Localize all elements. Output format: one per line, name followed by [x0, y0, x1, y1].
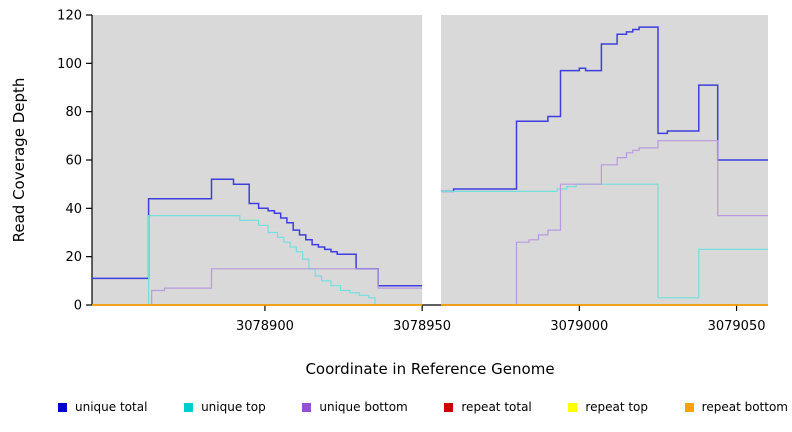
- x-tick-label: 3078900: [236, 319, 294, 334]
- series-unique-bottom: [92, 268, 423, 306]
- legend-item-unique-total: unique total: [58, 400, 147, 414]
- legend-item-repeat-total: repeat total: [444, 400, 532, 414]
- y-tick-label: 20: [65, 250, 82, 265]
- legend-label: repeat total: [461, 400, 532, 414]
- y-tick-label: 80: [65, 105, 82, 120]
- legend-item-unique-top: unique top: [184, 400, 266, 414]
- legend-swatch-icon: [444, 402, 454, 412]
- legend-swatch-icon: [58, 402, 67, 412]
- series-unique-total: [92, 178, 423, 287]
- legend-item-unique-bottom: unique bottom: [302, 400, 408, 414]
- series-unique-top: [92, 215, 423, 306]
- y-tick-label: 120: [57, 9, 82, 24]
- legend-label: repeat bottom: [701, 400, 788, 414]
- legend-swatch-icon: [184, 402, 194, 412]
- x-tick-label: 3079000: [550, 319, 608, 334]
- coverage-gap-band: [422, 15, 442, 305]
- plot-svg: 0 20 40 60 80 100 120 3078900 3078950 3079000 3079…: [10, 9, 768, 334]
- legend-label: unique total: [75, 400, 148, 414]
- y-tick-label: 60: [65, 154, 82, 169]
- series-unique-total: [441, 26, 768, 193]
- legend: unique total unique top unique bottom repea…: [58, 400, 788, 414]
- series-unique-bottom: [441, 140, 768, 306]
- legend-swatch-icon: [568, 402, 578, 412]
- series-unique-top: [441, 183, 768, 299]
- legend-label: unique bottom: [319, 400, 408, 414]
- x-axis-label: Coordinate in Reference Genome: [305, 360, 555, 378]
- y-tick-label: 100: [57, 57, 82, 72]
- y-axis-label: Read Coverage Depth: [10, 78, 28, 243]
- y-tick-label: 40: [65, 202, 82, 217]
- y-tick-label: 0: [74, 299, 82, 314]
- x-tick-label: 3078950: [393, 319, 451, 334]
- legend-label: repeat top: [585, 400, 649, 414]
- legend-swatch-icon: [684, 402, 694, 412]
- x-tick-label: 3079050: [708, 319, 766, 334]
- legend-item-repeat-top: repeat top: [568, 400, 648, 414]
- legend-swatch-icon: [302, 402, 312, 412]
- legend-label: unique top: [201, 400, 266, 414]
- legend-item-repeat-bottom: repeat bottom: [684, 400, 788, 414]
